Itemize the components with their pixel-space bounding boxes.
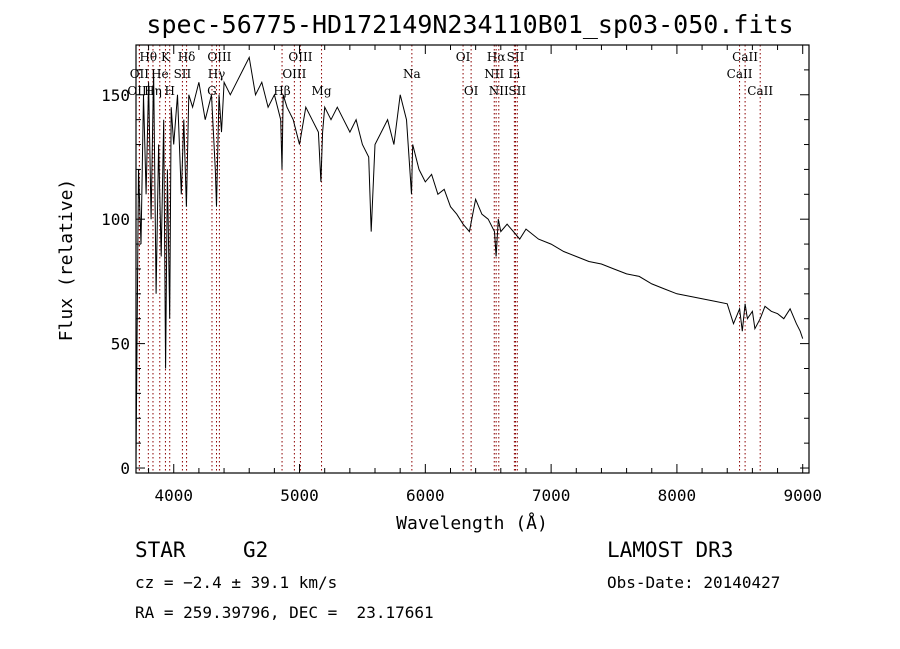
redshift-velocity: cz = −2.4 ± 39.1 km/s (135, 573, 338, 592)
line-label: Hθ (139, 50, 157, 64)
line-label: OIII (207, 50, 231, 64)
line-label: Hδ (178, 50, 196, 64)
line-label: NII (484, 67, 504, 81)
x-tick-label: 6000 (406, 486, 445, 505)
x-tick-label: 7000 (532, 486, 571, 505)
x-axis-label: Wavelength (Å) (396, 512, 548, 534)
line-label: Na (403, 67, 421, 81)
line-label: SII (508, 84, 526, 98)
line-label: G (207, 84, 217, 98)
line-label: CaII (732, 50, 758, 64)
line-label: K (161, 50, 171, 64)
line-label: CaII (747, 84, 773, 98)
line-label: CaII (727, 67, 753, 81)
line-label: OI (456, 50, 471, 64)
survey-name: LAMOST DR3 (607, 538, 734, 562)
y-tick-label: 50 (111, 335, 130, 354)
line-label: Hα (487, 50, 506, 64)
x-tick-label: 8000 (658, 486, 697, 505)
line-label: OIII (288, 50, 312, 64)
y-tick-label: 0 (120, 459, 130, 478)
object-subclass: G2 (243, 538, 269, 562)
y-axis-label: Flux (relative) (56, 179, 77, 342)
x-tick-label: 4000 (154, 486, 193, 505)
spectrum-series (135, 55, 804, 464)
line-label: Mg (312, 84, 332, 98)
coordinates: RA = 259.39796, DEC = 23.17661 (135, 603, 434, 622)
data-layer (135, 55, 804, 464)
y-tick-label: 100 (101, 210, 130, 229)
line-label: Hγ (208, 67, 226, 81)
chart-title: spec-56775-HD172149N234110B01_sp03-050.f… (146, 10, 793, 39)
object-class: STAR (135, 538, 186, 562)
line-label: OIII (127, 84, 151, 98)
line-label: Li (508, 67, 520, 81)
line-label: SII (174, 67, 192, 81)
x-tick-label: 9000 (783, 486, 822, 505)
line-label: OIII (282, 67, 306, 81)
line-label: H (164, 84, 174, 98)
line-label: NII (489, 84, 509, 98)
line-label: SII (507, 50, 525, 64)
observation-date: Obs-Date: 20140427 (607, 573, 781, 592)
x-tick-label: 5000 (280, 486, 319, 505)
line-label: Hβ (273, 84, 290, 98)
plot-frame (135, 44, 810, 474)
line-label: OI (464, 84, 479, 98)
line-label: He (151, 67, 169, 81)
y-tick-label: 150 (101, 86, 130, 105)
axes-layer: 4000 5000 6000 7000 8000 9000 0 50 100 150 (101, 45, 822, 505)
